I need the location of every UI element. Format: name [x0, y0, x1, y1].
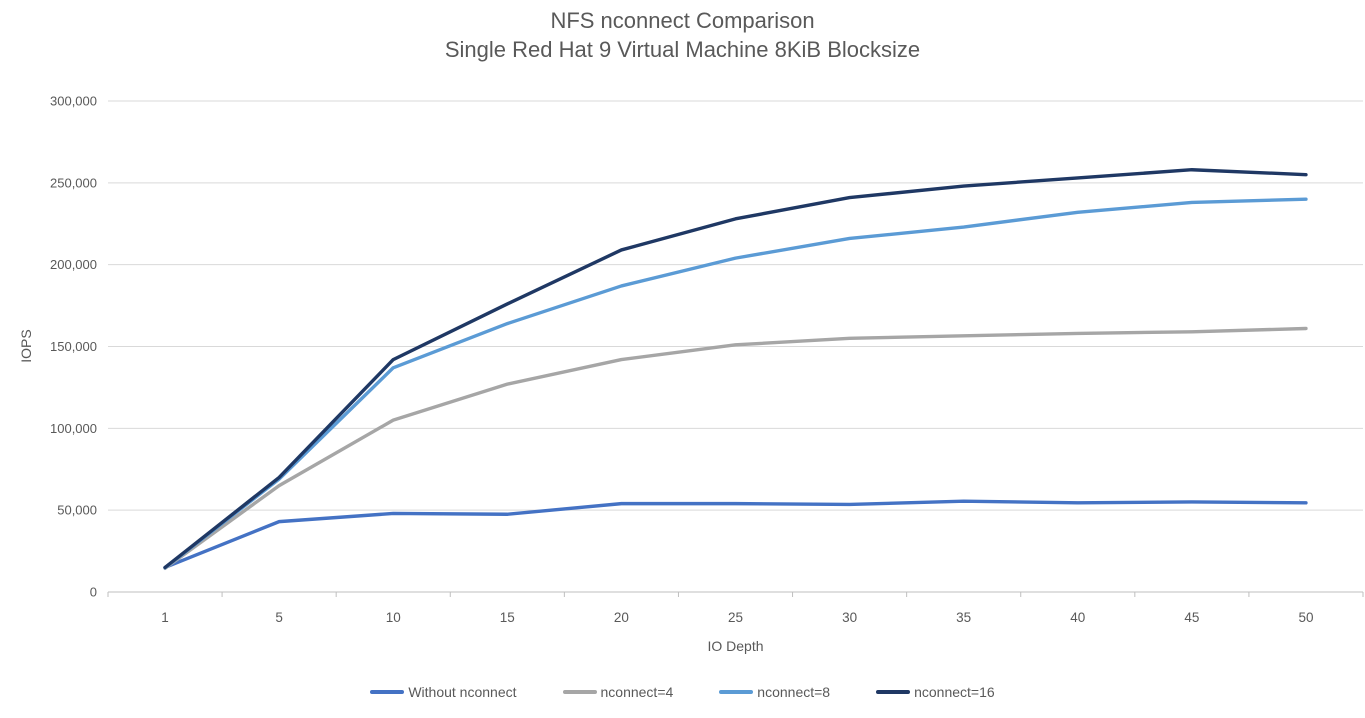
x-tick-label: 15: [500, 610, 515, 625]
legend-label: nconnect=16: [914, 684, 995, 700]
legend-line-swatch: [876, 690, 911, 694]
x-tick-label: 10: [386, 610, 401, 625]
y-tick-label: 0: [90, 585, 97, 600]
chart-title-line1: NFS nconnect Comparison: [550, 8, 815, 33]
series-line-nconnect-4: [163, 326, 1308, 570]
y-tick-label: 150,000: [50, 339, 97, 354]
x-axis-title: IO Depth: [707, 638, 764, 654]
legend-item-nconnect-8: nconnect=8: [719, 684, 830, 700]
chart-title: NFS nconnect Comparison Single Red Hat 9…: [0, 6, 1365, 64]
chart-legend: Without nconnect nconnect=4 nconnect=8 ncon…: [0, 684, 1365, 700]
y-tick-label: 100,000: [50, 421, 97, 436]
legend-label: nconnect=4: [600, 684, 674, 700]
y-tick-label: 250,000: [50, 175, 97, 190]
legend-item-without-nconnect: Without nconnect: [370, 684, 517, 700]
x-tick-label: 20: [614, 610, 629, 625]
y-axis-title: IOPS: [18, 329, 34, 363]
legend-item-nconnect-4: nconnect=4: [562, 684, 674, 700]
y-tick-label: 300,000: [50, 94, 97, 109]
legend-line-swatch: [719, 690, 754, 694]
x-tick-label: 45: [1184, 610, 1199, 625]
legend-line-swatch: [370, 690, 405, 694]
chart-title-line2: Single Red Hat 9 Virtual Machine 8KiB Bl…: [444, 37, 921, 62]
x-tick-label: 30: [842, 610, 857, 625]
x-tick-label: 1: [161, 610, 169, 625]
plot-area: 0 50,000 100,000 150,000 200,000 250,000 300,0…: [50, 94, 1364, 625]
legend-line-swatch: [562, 690, 597, 694]
legend-label: nconnect=8: [757, 684, 831, 700]
x-tick-label: 40: [1070, 610, 1085, 625]
x-tick-label: 25: [728, 610, 743, 625]
x-tick-label: 5: [275, 610, 283, 625]
y-tick-label: 50,000: [57, 503, 97, 518]
series-line-nconnect-16: [163, 168, 1308, 570]
series-line-nconnect-8: [163, 197, 1308, 570]
series-line-without-nconnect: [163, 499, 1308, 570]
x-tick-label: 50: [1298, 610, 1313, 625]
legend-item-nconnect-16: nconnect=16: [876, 684, 995, 700]
legend-label: Without nconnect: [408, 684, 517, 700]
x-tick-label: 35: [956, 610, 971, 625]
y-tick-label: 200,000: [50, 257, 97, 272]
